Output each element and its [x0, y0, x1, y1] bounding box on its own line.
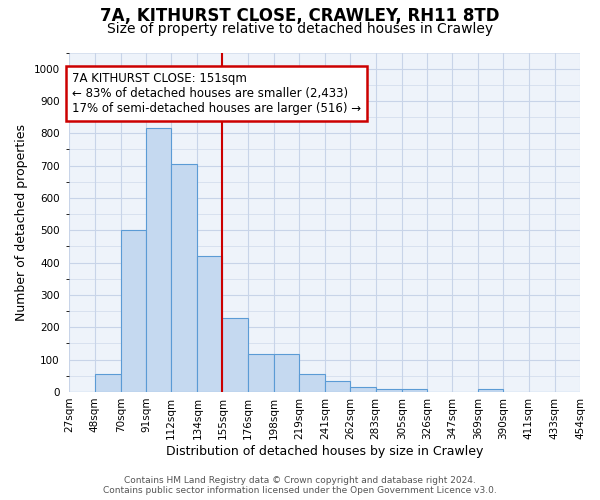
Bar — [478, 388, 503, 392]
Bar — [274, 354, 299, 392]
Bar — [197, 256, 223, 392]
Text: Size of property relative to detached houses in Crawley: Size of property relative to detached ho… — [107, 22, 493, 36]
Bar — [223, 318, 248, 392]
Text: 7A KITHURST CLOSE: 151sqm
← 83% of detached houses are smaller (2,433)
17% of se: 7A KITHURST CLOSE: 151sqm ← 83% of detac… — [72, 72, 361, 115]
Bar — [171, 164, 197, 392]
X-axis label: Distribution of detached houses by size in Crawley: Distribution of detached houses by size … — [166, 444, 484, 458]
Bar — [402, 388, 427, 392]
Bar — [146, 128, 171, 392]
Bar — [299, 374, 325, 392]
Bar — [95, 374, 121, 392]
Y-axis label: Number of detached properties: Number of detached properties — [15, 124, 28, 320]
Bar — [325, 380, 350, 392]
Text: Contains HM Land Registry data © Crown copyright and database right 2024.
Contai: Contains HM Land Registry data © Crown c… — [103, 476, 497, 495]
Bar — [248, 354, 274, 392]
Bar — [376, 388, 402, 392]
Bar — [121, 230, 146, 392]
Text: 7A, KITHURST CLOSE, CRAWLEY, RH11 8TD: 7A, KITHURST CLOSE, CRAWLEY, RH11 8TD — [100, 8, 500, 26]
Bar — [350, 387, 376, 392]
